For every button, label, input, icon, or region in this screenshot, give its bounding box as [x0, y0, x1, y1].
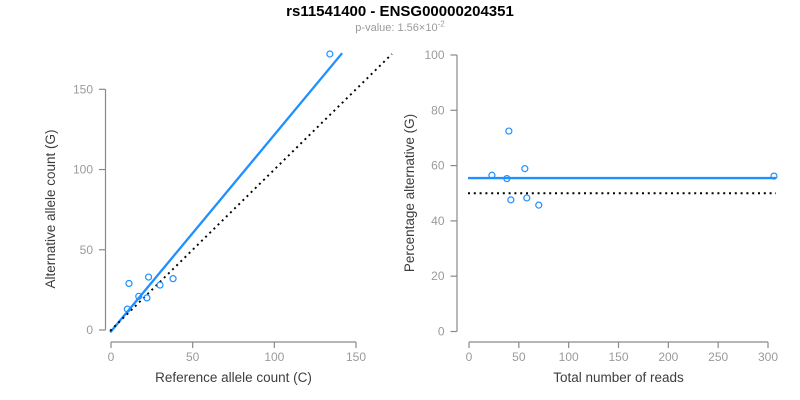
y-tick-label: 0 — [86, 323, 93, 337]
x-tick-label: 200 — [658, 350, 678, 364]
data-point — [326, 50, 334, 58]
data-point — [505, 127, 513, 135]
y-tick-label: 40 — [431, 214, 445, 228]
x-tick-label: 150 — [346, 350, 366, 364]
x-tick-label: 100 — [264, 350, 284, 364]
data-point — [535, 201, 543, 209]
data-point — [488, 171, 496, 179]
y-tick-label: 150 — [73, 82, 93, 96]
data-point — [123, 305, 131, 313]
x-tick-label: 50 — [186, 350, 200, 364]
x-axis-title: Total number of reads — [553, 370, 684, 385]
y-tick-label: 0 — [438, 325, 445, 339]
x-tick-label: 50 — [512, 350, 526, 364]
x-axis-title: Reference allele count (C) — [155, 370, 312, 385]
data-point — [169, 275, 177, 283]
pvalue-base: 1.56×10 — [397, 22, 438, 34]
data-point — [770, 172, 778, 180]
x-tick-label: 100 — [559, 350, 579, 364]
regression-fit — [109, 52, 344, 334]
chart-title: rs11541400 - ENSG00000204351 — [286, 3, 514, 20]
allele-counts-panel: 0 50 100 150 0 50 100 150 Reference allele count… — [43, 50, 393, 385]
data-point — [507, 196, 515, 204]
y-axis-title: Alternative allele count (G) — [43, 129, 58, 288]
y-tick-label: 80 — [431, 103, 445, 117]
x-tick-label: 150 — [608, 350, 628, 364]
x-tick-label: 250 — [708, 350, 728, 364]
y-tick-label: 100 — [73, 163, 93, 177]
y-tick-label: 50 — [80, 243, 94, 257]
data-point — [503, 174, 511, 183]
data-point — [125, 279, 133, 288]
pvalue-exponent: -2 — [437, 19, 445, 29]
percentage-panel: 0 20 40 60 80 100 0 50 100 150 200 250 300 Total numb… — [402, 48, 778, 385]
data-point — [523, 194, 531, 202]
x-tick-label: 0 — [108, 350, 115, 364]
y-tick-label: 60 — [431, 159, 445, 173]
data-point — [144, 273, 153, 281]
data-point — [521, 165, 529, 173]
identity-line — [109, 53, 393, 332]
pvalue-prefix: p-value: — [355, 22, 398, 34]
y-axis-title: Percentage alternative (G) — [402, 114, 417, 272]
y-tick-label: 100 — [424, 48, 444, 62]
data-point — [135, 292, 143, 300]
chart-subtitle: p-value: 1.56×10-2 — [0, 19, 800, 34]
y-tick-label: 20 — [431, 269, 445, 283]
data-point — [143, 294, 151, 302]
x-tick-label: 300 — [758, 350, 778, 364]
x-tick-label: 0 — [466, 350, 473, 364]
data-point — [156, 281, 164, 289]
